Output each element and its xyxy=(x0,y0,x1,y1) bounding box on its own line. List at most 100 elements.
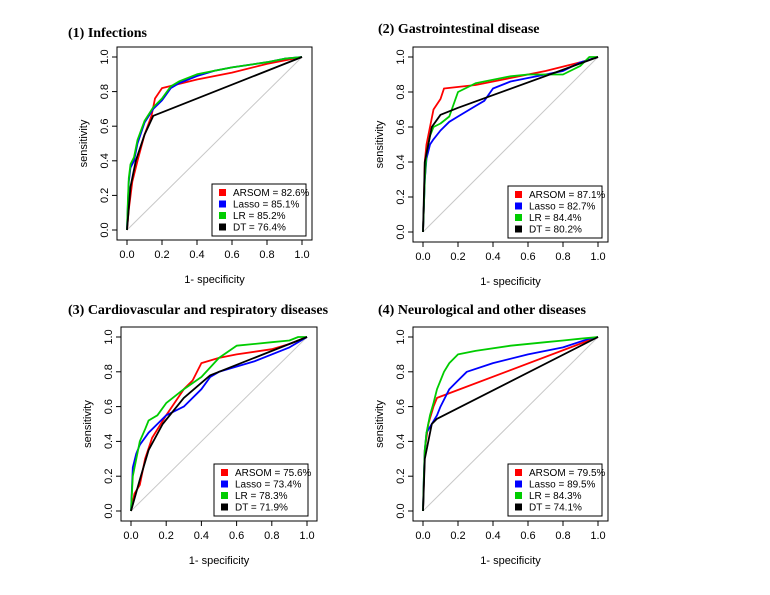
x-tick-label: 0.0 xyxy=(119,249,134,261)
legend-label: Lasso = 89.5% xyxy=(529,480,596,491)
plot-frame xyxy=(116,46,313,241)
y-tick-label: 0.8 xyxy=(395,84,407,99)
legend-swatch xyxy=(515,214,522,221)
legend-label: Lasso = 82.7% xyxy=(529,202,596,213)
legend-label: DT = 71.9% xyxy=(235,503,288,514)
y-tick-label: 0.0 xyxy=(99,222,111,237)
x-tick-label: 0.0 xyxy=(415,530,430,542)
panel-title: (1) Infections xyxy=(68,26,147,41)
y-tick-label: 1.0 xyxy=(103,329,115,344)
legend-box xyxy=(507,463,603,517)
x-tick-label: 0.6 xyxy=(520,530,535,542)
y-tick-label: 0.2 xyxy=(395,469,407,484)
legend-swatch xyxy=(515,503,522,511)
panel-infections: (1) Infections 1- specificity sensitivit… xyxy=(68,26,313,286)
legend-swatch xyxy=(515,480,522,488)
x-tick-label: 0.2 xyxy=(154,249,169,261)
legend-label: ARSOM = 75.6% xyxy=(235,468,312,479)
legend-label: LR = 84.3% xyxy=(529,491,582,502)
y-tick-label: 0.8 xyxy=(103,364,115,379)
y-tick-label: 0.0 xyxy=(395,503,407,518)
x-tick-label: 0.6 xyxy=(224,249,239,261)
panel-gastrointestinal: (2) Gastrointestinal disease 1- specific… xyxy=(374,22,609,288)
roc-curve-lr xyxy=(422,56,598,233)
legend-label: ARSOM = 79.5% xyxy=(529,468,606,479)
legend-swatch xyxy=(219,223,226,231)
legend-label: DT = 74.1% xyxy=(529,503,582,514)
y-tick-label: 1.0 xyxy=(395,49,407,64)
y-axis-label: sensitivity xyxy=(82,400,94,448)
plot-frame xyxy=(412,326,609,522)
y-tick-label: 0.6 xyxy=(395,399,407,414)
x-tick-label: 1.0 xyxy=(299,530,314,542)
legend-label: DT = 76.4% xyxy=(233,223,286,234)
y-tick-label: 0.2 xyxy=(103,469,115,484)
x-tick-label: 0.0 xyxy=(123,530,138,542)
legend-label: Lasso = 85.1% xyxy=(233,200,300,211)
legend-swatch xyxy=(221,480,228,488)
y-tick-label: 0.6 xyxy=(99,119,111,134)
x-axis-label: 1- specificity xyxy=(480,276,541,288)
y-axis-label: sensitivity xyxy=(374,120,386,168)
x-tick-label: 1.0 xyxy=(294,249,309,261)
legend-label: ARSOM = 87.1% xyxy=(529,190,606,201)
x-tick-label: 0.8 xyxy=(264,530,279,542)
y-tick-label: 0.8 xyxy=(99,84,111,99)
reference-diagonal xyxy=(126,56,303,231)
legend-swatch xyxy=(515,225,522,233)
panel-neurological-other: (4) Neurological and other diseases 1- s… xyxy=(374,303,609,567)
y-tick-label: 0.0 xyxy=(103,503,115,518)
legend-swatch xyxy=(219,189,226,196)
x-tick-label: 0.6 xyxy=(520,251,535,263)
x-tick-label: 1.0 xyxy=(590,530,605,542)
y-tick-label: 0.0 xyxy=(395,224,407,239)
legend-swatch xyxy=(515,191,522,198)
reference-diagonal xyxy=(422,336,599,512)
x-tick-label: 0.8 xyxy=(259,249,274,261)
legend-label: ARSOM = 82.6% xyxy=(233,188,310,199)
x-tick-label: 0.8 xyxy=(555,530,570,542)
panel-title: (4) Neurological and other diseases xyxy=(378,303,586,318)
panel-cardiovascular-respiratory: (3) Cardiovascular and respiratory disea… xyxy=(68,303,329,567)
panel-title: (3) Cardiovascular and respiratory disea… xyxy=(68,303,329,318)
legend-label: LR = 84.4% xyxy=(529,213,582,224)
legend-swatch xyxy=(515,202,522,210)
roc-curve-dt xyxy=(422,56,599,233)
legend-swatch xyxy=(219,212,226,219)
x-tick-label: 0.4 xyxy=(485,530,500,542)
legend-label: LR = 78.3% xyxy=(235,491,288,502)
roc-curve-lr xyxy=(422,336,599,512)
y-tick-label: 0.4 xyxy=(103,434,115,449)
roc-curve-lr xyxy=(130,336,307,512)
y-tick-label: 0.6 xyxy=(395,119,407,134)
legend-swatch xyxy=(221,469,228,476)
y-axis-label: sensitivity xyxy=(78,119,90,167)
y-tick-label: 0.6 xyxy=(103,399,115,414)
panel-title: (2) Gastrointestinal disease xyxy=(378,22,540,37)
x-tick-label: 0.8 xyxy=(555,251,570,263)
y-tick-label: 1.0 xyxy=(395,329,407,344)
plot-frame xyxy=(412,46,609,243)
legend-box xyxy=(507,185,603,239)
roc-curve-dt xyxy=(126,56,303,231)
y-tick-label: 1.0 xyxy=(99,49,111,64)
x-tick-label: 0.6 xyxy=(229,530,244,542)
x-axis-label: 1- specificity xyxy=(189,555,250,567)
y-tick-label: 0.4 xyxy=(395,154,407,169)
x-axis-label: 1- specificity xyxy=(480,555,541,567)
roc-curve-arsom xyxy=(130,336,308,512)
roc-curve-dt xyxy=(422,336,599,512)
x-tick-label: 1.0 xyxy=(590,251,605,263)
y-tick-label: 0.4 xyxy=(395,434,407,449)
legend-label: DT = 80.2% xyxy=(529,225,582,236)
legend-swatch xyxy=(219,200,226,208)
legend-swatch xyxy=(221,503,228,511)
x-axis-label: 1- specificity xyxy=(184,274,245,286)
x-tick-label: 0.2 xyxy=(450,530,465,542)
plot-frame xyxy=(120,326,318,522)
legend-swatch xyxy=(221,492,228,499)
roc-curve-lr xyxy=(126,56,303,231)
legend-label: Lasso = 73.4% xyxy=(235,480,302,491)
legend-box xyxy=(211,183,307,237)
